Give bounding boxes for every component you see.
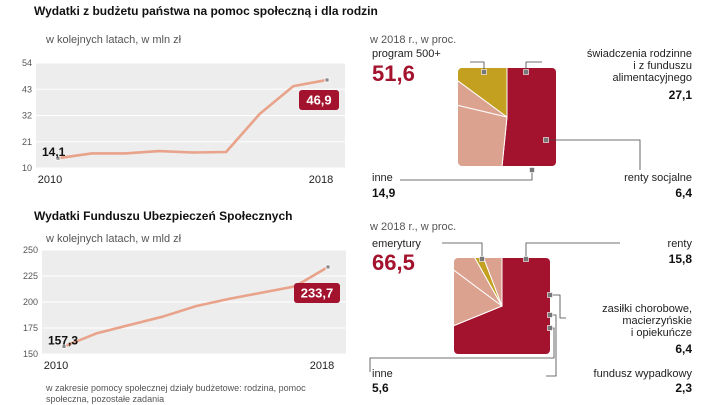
pie1-leader-inne bbox=[400, 170, 533, 181]
chart1-ytick-label: 32 bbox=[22, 111, 32, 121]
chart1-ytick-label: 21 bbox=[22, 137, 32, 147]
chart2-ytick-label: 200 bbox=[23, 297, 38, 307]
chart1-title: Wydatki z budżetu państwa na pomoc społe… bbox=[34, 4, 378, 18]
pie1-label-swiadczenia-line1: świadczenia rodzinne bbox=[586, 48, 692, 60]
chart1-xtick-start: 2010 bbox=[38, 174, 62, 186]
pie2-leader-emerytury-dot bbox=[479, 256, 485, 262]
pie2-label-zasilki-line2: macierzyńskie bbox=[622, 315, 692, 327]
pie2-leader-inne-dot bbox=[547, 325, 553, 331]
chart1-xtick-end: 2018 bbox=[309, 174, 333, 186]
pie2-label-zasilki: zasiłki chorobowe, macierzyńskie i opiek… bbox=[560, 303, 692, 339]
chart1-subtitle: w kolejnych latach, w mln zł bbox=[46, 34, 182, 46]
pie1-slice-2 bbox=[458, 69, 508, 118]
pie1-leader-inne-dot bbox=[529, 167, 535, 173]
chart2-point-marker bbox=[61, 344, 67, 349]
pie2-slice-2 bbox=[454, 258, 503, 307]
chart1-last-value-label: 46,9 bbox=[306, 92, 331, 107]
pie2-slice-0 bbox=[454, 258, 550, 354]
chart2-subtitle: w kolejnych latach, w mld zł bbox=[46, 233, 182, 245]
pie1-value-inne: 14,9 bbox=[372, 186, 396, 200]
pie2-leader-renty-dot bbox=[523, 256, 529, 262]
chart2-last-value-label: 233,7 bbox=[301, 285, 334, 300]
chart1-first-value-label: 14,1 bbox=[42, 145, 66, 159]
pie2-slice-4 bbox=[473, 258, 503, 307]
pie2-label-zasilki-line3: i opiekuńcze bbox=[630, 327, 692, 339]
chart2-series-line bbox=[63, 265, 329, 348]
pie1-label-renty-socjalne: renty socjalne bbox=[624, 172, 692, 184]
pie2-slices bbox=[454, 258, 550, 354]
pie2-value-inne: 5,6 bbox=[372, 381, 389, 395]
chart1-ytick-label: 43 bbox=[22, 84, 32, 94]
pie1-slice-0 bbox=[498, 68, 556, 166]
chart1-point-marker bbox=[324, 77, 330, 83]
pie1-label-program500: program 500+ bbox=[372, 48, 441, 60]
pie2-label-emerytury: emerytury bbox=[372, 238, 421, 250]
pie2-value-emerytury: 66,5 bbox=[372, 250, 415, 275]
pie-chart-1 bbox=[458, 68, 556, 166]
pie2-value-zasilki: 6,4 bbox=[675, 342, 692, 356]
chart1-ytick-label: 54 bbox=[22, 58, 32, 68]
pie2-value-fundusz-wypadkowy: 2,3 bbox=[675, 381, 692, 395]
pie1-subtitle: w 2018 r., w proc. bbox=[370, 34, 457, 46]
pie1-leader-renty-socjalne-dot bbox=[543, 137, 549, 143]
pie2-leader-zasilki bbox=[550, 294, 566, 319]
pie1-value-swiadczenia: 27,1 bbox=[668, 88, 692, 102]
pie2-leader-renty bbox=[525, 242, 620, 259]
pie1-leader-swiadczenia bbox=[525, 61, 542, 72]
chart2-ytick-label: 175 bbox=[23, 323, 38, 333]
pie2-leader-fundusz-wypadkowy bbox=[546, 314, 557, 377]
pie2-leader-zasilki-dot bbox=[547, 292, 553, 298]
pie1-leader-swiadczenia-dot bbox=[523, 69, 529, 75]
pie2-value-renty: 15,8 bbox=[668, 252, 692, 266]
pie2-slice-3 bbox=[463, 258, 503, 307]
chart2-xtick-end: 2018 bbox=[310, 360, 334, 372]
chart1-series-line bbox=[57, 78, 328, 160]
pie1-label-inne: inne bbox=[372, 172, 393, 184]
pie1-leader-renty-socjalne bbox=[546, 139, 641, 170]
pie1-leader-program500-dot bbox=[481, 69, 487, 75]
pie2-leader-emerytury bbox=[442, 242, 483, 259]
pie1-value-program500: 51,6 bbox=[372, 61, 415, 86]
pie2-label-fundusz-wypadkowy: fundusz wypadkowy bbox=[593, 368, 692, 380]
chart1-ytick-label: 10 bbox=[22, 163, 32, 173]
pie1-value-renty-socjalne: 6,4 bbox=[675, 186, 692, 200]
pie2-label-inne: inne bbox=[372, 368, 393, 380]
chart2-first-value-label: 157,3 bbox=[48, 333, 78, 347]
pie1-label-swiadczenia: świadczenia rodzinne i z funduszu alimen… bbox=[536, 48, 692, 84]
pie1-label-swiadczenia-line2: i z funduszu bbox=[633, 60, 692, 72]
line-chart-2: 150 175 200 225 250 2010 2018 157,3 233,7 bbox=[23, 245, 346, 372]
chart2-ytick-label: 225 bbox=[23, 271, 38, 281]
pie1-slices bbox=[458, 68, 556, 166]
line-chart-1: 10 21 32 43 54 2010 2018 14,1 46,9 bbox=[22, 58, 345, 186]
chart1-point-marker bbox=[55, 155, 61, 161]
leader-lines bbox=[369, 61, 641, 377]
pie-chart-2 bbox=[454, 258, 550, 354]
chart1-last-value-badge bbox=[299, 89, 339, 110]
chart2-ytick-label: 150 bbox=[23, 349, 38, 359]
footnote: w zakresie pomocy społecznej działy budż… bbox=[46, 383, 306, 404]
pie1-slice-3 bbox=[458, 68, 508, 118]
chart2-last-value-badge bbox=[294, 282, 340, 303]
pie1-slice-1 bbox=[458, 98, 508, 166]
pie1-leader-program500 bbox=[470, 61, 485, 72]
pie1-label-swiadczenia-line3: alimentacyjnego bbox=[612, 72, 693, 84]
chart2-point-marker bbox=[325, 264, 331, 270]
pie2-slice-1 bbox=[454, 259, 504, 336]
pie2-label-renty: renty bbox=[667, 238, 692, 250]
chart2-xtick-start: 2010 bbox=[44, 360, 68, 372]
pie2-label-zasilki-line1: zasiłki chorobowe, bbox=[602, 303, 692, 315]
pie2-leader-fundusz-wypadkowy-dot bbox=[547, 312, 553, 318]
chart2-ytick-label: 250 bbox=[23, 245, 38, 255]
pie2-subtitle: w 2018 r., w proc. bbox=[370, 221, 457, 233]
chart2-title: Wydatki Funduszu Ubezpieczeń Społecznych bbox=[34, 209, 293, 223]
